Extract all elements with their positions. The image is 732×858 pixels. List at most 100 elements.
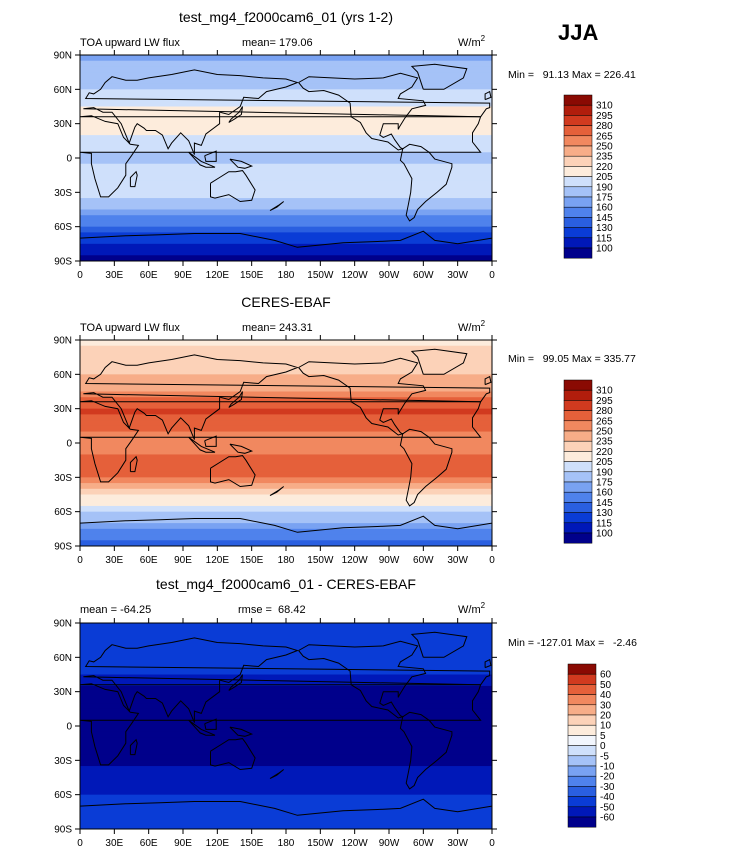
- panel-diff-map: [80, 623, 492, 829]
- zonal-band: [80, 731, 492, 738]
- colorbar-box: [567, 694, 597, 706]
- colorbar-label: 265: [596, 416, 613, 427]
- colorbar-label: 310: [596, 386, 613, 397]
- coastline: [83, 69, 491, 155]
- lon-tick-label: 30W: [447, 270, 468, 281]
- colorbar-label: 5: [600, 731, 606, 742]
- colorbar-label: 235: [596, 437, 613, 448]
- zonal-band: [80, 817, 492, 824]
- colorbar-label: 115: [596, 518, 612, 529]
- colorbar-label: -60: [600, 813, 615, 824]
- colorbar-label: 310: [596, 101, 613, 112]
- colorbar-box: [563, 522, 593, 534]
- zonal-band: [80, 437, 492, 444]
- lon-tick-label: 30E: [105, 555, 123, 566]
- coastline: [188, 151, 216, 168]
- lat-tick-label: 0: [66, 722, 72, 733]
- zonal-band: [80, 374, 492, 381]
- coastline: [83, 354, 491, 440]
- colorbar-label: 145: [596, 498, 613, 509]
- zonal-band: [80, 55, 492, 62]
- colorbar-box: [567, 796, 597, 808]
- zonal-band: [80, 380, 492, 387]
- zonal-band: [80, 766, 492, 773]
- zonal-band: [80, 158, 492, 165]
- panel-model-units: W/m2: [458, 34, 486, 49]
- colorbar-label: 220: [596, 447, 613, 458]
- zonal-band: [80, 534, 492, 541]
- panel-diff-rmse: rmse = 68.42: [238, 604, 306, 616]
- colorbar-box: [563, 461, 593, 473]
- coastline: [80, 683, 482, 766]
- colorbar-box: [563, 237, 593, 249]
- colorbar-label: -50: [600, 802, 615, 813]
- lon-tick-label: 150E: [240, 270, 264, 281]
- colorbar-label: -20: [600, 772, 615, 783]
- coastline: [269, 486, 285, 497]
- lon-tick-label: 90W: [379, 555, 400, 566]
- lon-tick-label: 150E: [240, 555, 264, 566]
- panel-model-colorbar: 3102952802652502352202051901751601451301…: [563, 94, 613, 259]
- panel-model-variable: TOA upward LW flux: [80, 37, 180, 49]
- colorbar-label: 130: [596, 508, 613, 519]
- panel-diff-title: test_mg4_f2000cam6_01 - CERES-EBAF: [156, 576, 416, 592]
- zonal-band: [80, 628, 492, 635]
- lat-tick-label: 30S: [54, 756, 72, 767]
- lon-tick-label: 60E: [140, 270, 158, 281]
- colorbar-box: [563, 145, 593, 157]
- zonal-band: [80, 351, 492, 358]
- lat-tick-label: 90S: [54, 257, 72, 268]
- coastline: [80, 798, 492, 816]
- coastline: [410, 631, 468, 658]
- panel-model: test_mg4_f2000cam6_01 (yrs 1-2) TOA upwa…: [54, 9, 636, 281]
- zonal-band: [80, 443, 492, 450]
- colorbar-box: [563, 206, 593, 218]
- lon-tick-label: 90E: [174, 270, 192, 281]
- colorbar-box: [567, 806, 597, 818]
- lat-tick-label: 60N: [54, 85, 72, 96]
- coastline: [399, 143, 453, 222]
- zonal-band: [80, 345, 492, 352]
- colorbar-label: 265: [596, 131, 613, 142]
- zonal-band: [80, 220, 492, 228]
- colorbar-box: [563, 186, 593, 198]
- colorbar-label: 250: [596, 427, 613, 438]
- zonal-band: [80, 397, 492, 404]
- lat-tick-label: 60S: [54, 790, 72, 801]
- lon-tick-label: 150E: [240, 838, 264, 849]
- lon-tick-label: 30W: [447, 555, 468, 566]
- zonal-band: [80, 634, 492, 641]
- colorbar-box: [563, 440, 593, 452]
- zonal-band: [80, 783, 492, 790]
- zonal-band: [80, 743, 492, 750]
- lat-tick-label: 30N: [54, 687, 72, 698]
- colorbar-box: [567, 816, 597, 828]
- zonal-band: [80, 640, 492, 647]
- coastline: [188, 436, 216, 453]
- coastline: [229, 726, 254, 737]
- coastline: [204, 150, 217, 162]
- colorbar-box: [563, 532, 593, 544]
- colorbar-box: [563, 410, 593, 422]
- coastline: [484, 90, 492, 101]
- zonal-band: [80, 431, 492, 438]
- lat-tick-label: 90N: [54, 51, 72, 62]
- zonal-band: [80, 169, 492, 176]
- coastline: [204, 718, 217, 730]
- zonal-band: [80, 175, 492, 182]
- lat-tick-label: 30S: [54, 473, 72, 484]
- lat-tick-label: 60S: [54, 507, 72, 518]
- zonal-band: [80, 714, 492, 721]
- colorbar-label: 130: [596, 223, 613, 234]
- zonal-band: [80, 685, 492, 693]
- colorbar-label: 190: [596, 467, 613, 478]
- zonal-band: [80, 146, 492, 153]
- zonal-band: [80, 112, 492, 119]
- coastline: [298, 72, 427, 151]
- lat-tick-label: 60N: [54, 653, 72, 664]
- colorbar-label: 205: [596, 172, 613, 183]
- lon-tick-label: 0: [489, 555, 495, 566]
- zonal-band: [80, 708, 492, 716]
- colorbar-box: [567, 775, 597, 787]
